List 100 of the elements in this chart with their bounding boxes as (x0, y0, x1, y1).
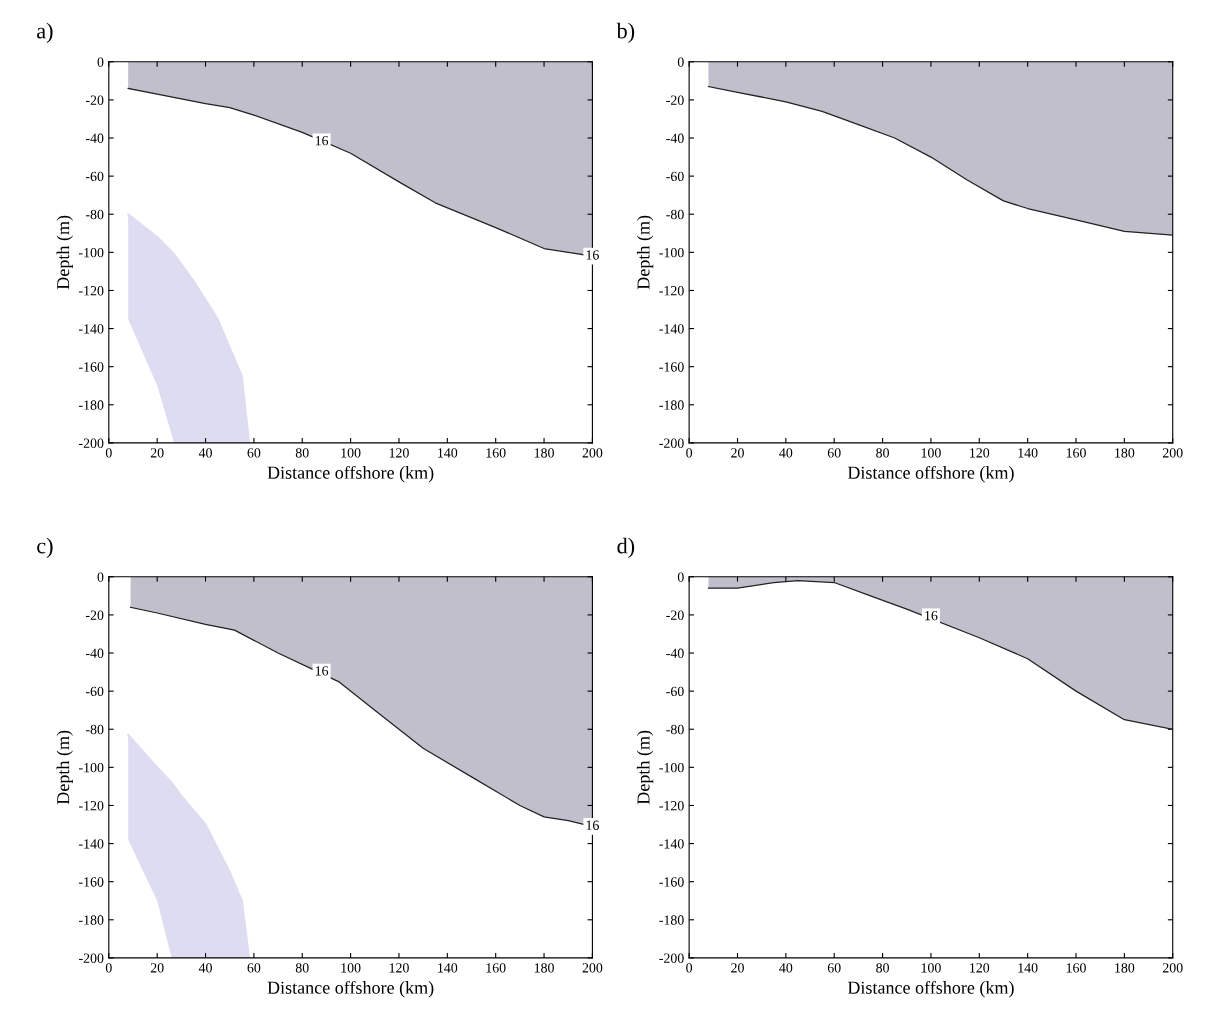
y-axis-title: Depth (m) (56, 215, 73, 290)
x-tick-label: 120 (970, 448, 990, 458)
x-tick-label: 120 (970, 963, 990, 973)
y-tick-label: -140 (659, 839, 684, 849)
y-tick-label: -180 (659, 400, 684, 410)
x-tick-label: 120 (389, 448, 409, 458)
x-tick-label: 140 (1018, 448, 1038, 458)
y-tick-label: -180 (79, 915, 104, 925)
chart-title: c) (37, 537, 53, 558)
chart-title: a) (37, 22, 53, 43)
x-tick-label: 60 (247, 448, 261, 458)
y-tick-label: -160 (659, 362, 684, 372)
x-tick-label: 120 (389, 963, 409, 973)
x-tick-label: 100 (341, 448, 361, 458)
y-tick-label: -120 (659, 801, 684, 811)
annotation: 16 (586, 250, 599, 260)
annotation: 16 (586, 820, 599, 830)
x-tick-label: 160 (1066, 448, 1086, 458)
x-tick-label: 140 (438, 963, 458, 973)
y-tick-label: -100 (659, 247, 684, 258)
x-tick-label: 60 (247, 963, 261, 973)
y-tick-label: -200 (659, 953, 684, 963)
y-tick-label: -160 (79, 877, 104, 887)
y-tick-label: -120 (79, 286, 104, 296)
y-tick-label: -20 (85, 610, 104, 620)
x-tick-label: 180 (1115, 448, 1135, 458)
y-tick-label: -200 (659, 438, 684, 448)
x-tick-label: 140 (438, 448, 458, 458)
x-tick-label: 60 (827, 963, 841, 973)
x-tick-label: 180 (1115, 963, 1135, 973)
x-axis-title: Distance offshore (km) (847, 980, 1014, 998)
y-tick-label: -20 (666, 95, 684, 105)
x-tick-label: 20 (731, 448, 744, 458)
y-tick-label: -160 (79, 362, 104, 372)
y-tick-label: -60 (666, 171, 684, 182)
y-tick-label: -100 (79, 247, 104, 258)
y-tick-label: -20 (666, 610, 684, 620)
y-tick-label: -120 (79, 801, 104, 811)
y-tick-label: -60 (666, 686, 684, 697)
y-tick-label: 0 (677, 572, 684, 582)
x-tick-label: 100 (921, 448, 941, 458)
y-tick-label: -80 (85, 209, 104, 220)
x-tick-label: 20 (150, 448, 164, 458)
x-tick-label: 200 (1162, 448, 1183, 458)
y-tick-label: 0 (677, 57, 684, 67)
chart-title: d) (617, 537, 635, 558)
x-tick-label: 40 (779, 963, 793, 973)
x-tick-label: 80 (876, 963, 889, 973)
y-tick-label: 0 (97, 572, 104, 582)
x-tick-label: 20 (150, 963, 164, 973)
y-axis-title: Depth (m) (636, 730, 654, 805)
y-tick-label: -120 (659, 286, 684, 296)
y-tick-label: -140 (79, 839, 104, 849)
y-tick-label: -40 (666, 133, 684, 143)
x-tick-label: 200 (582, 963, 603, 973)
y-tick-label: -140 (79, 324, 104, 334)
x-tick-label: 40 (198, 963, 212, 973)
x-axis-title: Distance offshore (km) (847, 465, 1014, 483)
y-tick-label: 0 (97, 57, 104, 67)
y-tick-label: -20 (85, 95, 104, 105)
x-tick-label: 160 (486, 448, 506, 458)
x-tick-label: 20 (731, 963, 744, 973)
y-tick-label: -180 (79, 400, 104, 410)
x-tick-label: 80 (295, 448, 309, 458)
y-tick-label: -80 (85, 724, 104, 735)
x-tick-label: 80 (876, 448, 889, 458)
y-tick-label: -40 (85, 133, 104, 143)
annotation: 16 (925, 610, 938, 621)
x-tick-label: 0 (105, 448, 112, 458)
y-tick-label: -200 (79, 953, 104, 963)
x-tick-label: 80 (295, 963, 309, 973)
y-tick-label: -200 (79, 438, 104, 448)
x-tick-label: 100 (921, 963, 941, 973)
x-tick-label: 0 (686, 963, 693, 973)
y-tick-label: -140 (659, 324, 684, 334)
x-tick-label: 160 (486, 963, 506, 973)
x-tick-label: 0 (105, 963, 112, 973)
x-tick-label: 100 (341, 963, 361, 973)
x-tick-label: 200 (582, 448, 603, 458)
x-tick-label: 0 (686, 448, 693, 458)
x-tick-label: 40 (779, 448, 793, 458)
y-tick-label: -60 (85, 171, 104, 182)
y-tick-label: -80 (666, 209, 684, 220)
y-axis-title: Depth (m) (636, 215, 654, 290)
x-tick-label: 60 (827, 448, 841, 458)
y-tick-label: -180 (659, 915, 684, 925)
y-tick-label: -60 (85, 686, 104, 697)
x-axis-title: Distance offshore (km) (267, 465, 434, 483)
y-tick-label: -100 (79, 762, 104, 773)
x-tick-label: 160 (1066, 963, 1086, 973)
x-tick-label: 180 (534, 963, 554, 973)
annotation: 16 (315, 135, 329, 146)
y-axis-title: Depth (m) (56, 730, 73, 805)
chart-title: b) (616, 22, 635, 43)
x-axis-title: Distance offshore (km) (267, 980, 434, 998)
y-tick-label: -160 (659, 877, 684, 887)
x-tick-label: 200 (1162, 963, 1183, 973)
x-tick-label: 40 (198, 448, 212, 458)
y-tick-label: -80 (666, 724, 684, 735)
y-tick-label: -40 (666, 648, 684, 658)
